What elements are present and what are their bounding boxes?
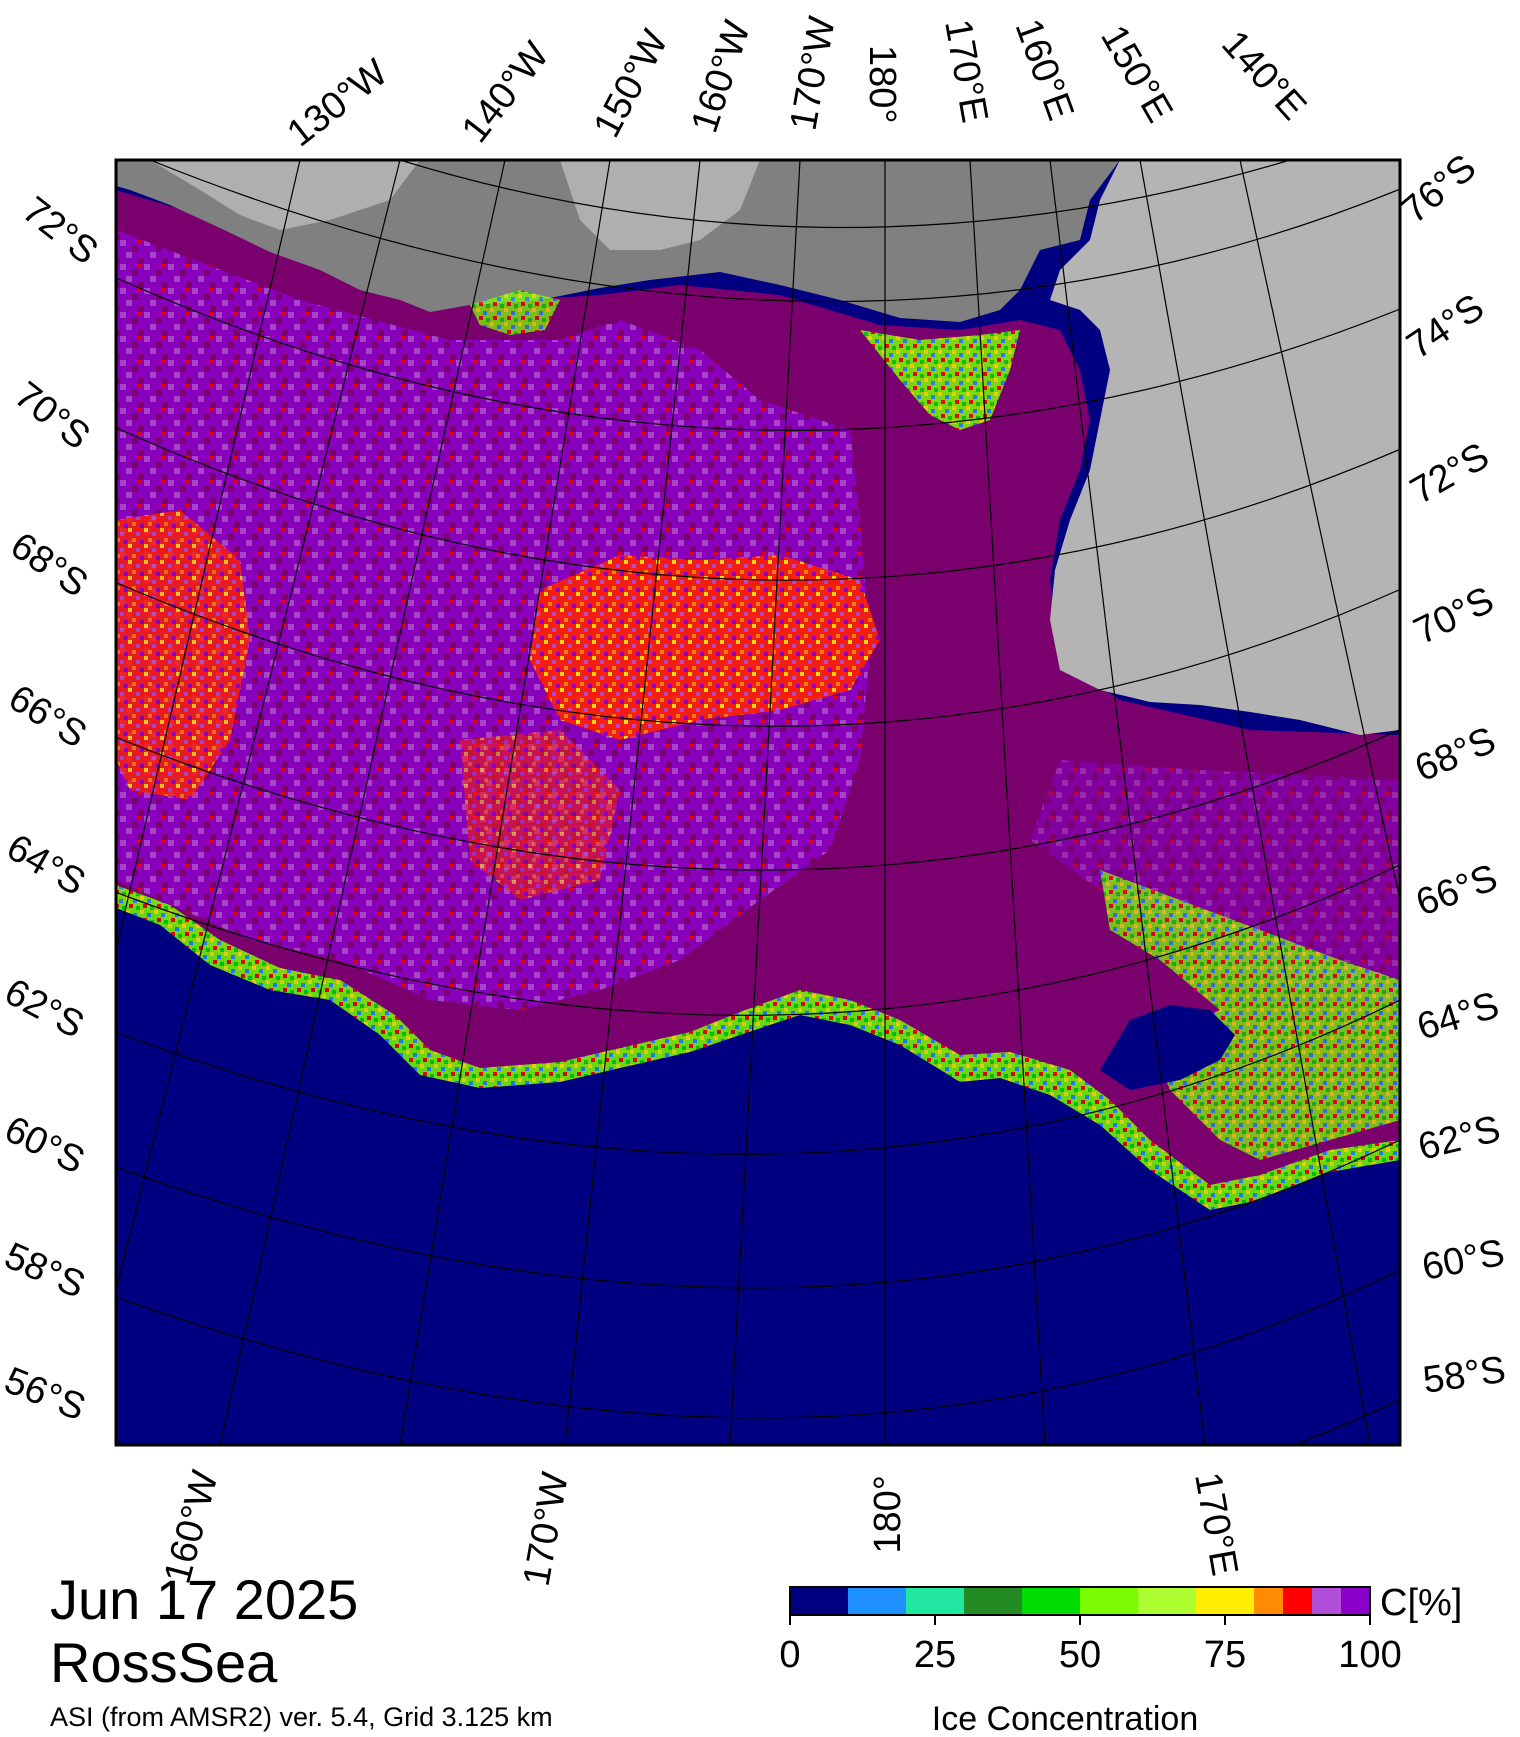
colorbar-bin	[790, 1587, 848, 1615]
victoria-land	[1050, 160, 1400, 735]
lon-label: 130°W	[280, 51, 396, 155]
top-longitude-labels: 130°W 140°W 150°W 160°W 170°W 180° 170°E…	[280, 13, 1314, 155]
lon-label: 140°E	[1213, 23, 1314, 128]
lat-label: 58°S	[0, 1235, 91, 1307]
latitude-line	[149, 160, 1400, 303]
lat-label: 64°S	[0, 826, 92, 904]
lat-label: 60°S	[1419, 1232, 1508, 1289]
ice-patch-southwest	[460, 730, 620, 900]
lat-label: 66°S	[1, 677, 93, 757]
sea-ice-map	[116, 160, 1400, 1445]
lat-label: 72°S	[14, 189, 105, 273]
meridian-line	[1139, 160, 1371, 1445]
lat-label: 68°S	[3, 525, 95, 606]
lat-label: 70°S	[6, 374, 97, 458]
lat-label: 58°S	[1420, 1349, 1508, 1402]
data-source: ASI (from AMSR2) ver. 5.4, Grid 3.125 km	[50, 1702, 553, 1732]
latitude-line	[116, 728, 1400, 871]
meridian-line	[969, 160, 1046, 1445]
latitude-line	[116, 581, 1400, 727]
shelf-light-patch-2	[560, 160, 760, 250]
colorbar-bin	[964, 1587, 1022, 1615]
colorbar-bin	[1312, 1587, 1341, 1615]
left-latitude-labels: 72°S 70°S 68°S 66°S 64°S 62°S 60°S 58°S …	[0, 189, 106, 1429]
graticule	[116, 160, 1400, 1445]
map-frame	[114, 158, 1402, 1447]
colorbar-bin	[848, 1587, 906, 1615]
ice-patch-west	[116, 510, 250, 800]
lon-label: 170°E	[936, 16, 995, 126]
latitude-line	[116, 864, 1400, 1017]
right-latitude-labels: 76°S 74°S 72°S 70°S 68°S 66°S 64°S 62°S …	[1394, 146, 1508, 1401]
lat-label: 62°S	[1414, 1108, 1505, 1169]
colorbar-bin	[1196, 1587, 1254, 1615]
lat-label: 62°S	[0, 971, 91, 1047]
lat-label: 60°S	[0, 1108, 91, 1182]
map-date: Jun 17 2025	[50, 1568, 359, 1631]
latitude-line	[116, 1139, 1400, 1289]
lon-label: 140°W	[454, 34, 558, 150]
coastal-ice-strip	[860, 330, 1020, 430]
shelf-light-patch	[150, 160, 420, 230]
meridian-line	[219, 160, 506, 1445]
colorbar-bin	[1254, 1587, 1283, 1615]
ice-texture-east	[1030, 760, 1400, 1000]
meridian-line	[116, 160, 301, 951]
meridian-line	[1239, 160, 1400, 901]
lat-label: 72°S	[1404, 435, 1497, 513]
meridian-line	[564, 160, 701, 1445]
colorbar-bin	[1138, 1587, 1196, 1615]
latitude-line	[116, 277, 1400, 432]
meridian-line	[729, 160, 801, 1445]
lon-label: 170°W	[783, 13, 844, 133]
marginal-ice-zone	[116, 885, 1400, 1210]
colorbar-bin	[1283, 1587, 1312, 1615]
colorbar-tick-label: 100	[1338, 1634, 1401, 1676]
colorbar-ticks: 0 25 50 75 100	[779, 1615, 1402, 1676]
lat-label: 74°S	[1400, 286, 1492, 367]
ice-patch-central	[530, 555, 880, 740]
colorbar-title: Ice Concentration	[932, 1700, 1199, 1737]
latitude-line	[399, 160, 1291, 229]
meridian-line	[116, 160, 401, 1291]
latitude-line	[116, 999, 1400, 1155]
colorbar: 0 25 50 75 100 C[%] Ice Concentration	[779, 1582, 1462, 1737]
colorbar-tick-label: 75	[1204, 1634, 1246, 1676]
colorbar-bin	[906, 1587, 964, 1615]
lon-label: 160°W	[684, 16, 759, 138]
colorbar-bin	[1022, 1587, 1080, 1615]
lon-label: 170°W	[516, 1469, 577, 1589]
ice-edge-east-bands	[1100, 870, 1400, 1160]
meridian-line	[399, 160, 611, 1445]
latitude-line	[116, 1269, 1400, 1419]
lon-label: 180°	[861, 45, 903, 124]
latitude-line	[116, 427, 1400, 581]
ice-texture-high	[116, 230, 870, 1010]
colorbar-tick-label: 50	[1059, 1634, 1101, 1676]
polynya	[1100, 1005, 1235, 1090]
lon-label: 150°W	[586, 23, 677, 144]
meridian-line	[1049, 160, 1206, 1445]
lon-label: 180°	[867, 1475, 909, 1554]
lat-label: 70°S	[1408, 579, 1501, 653]
lat-label: 64°S	[1412, 984, 1503, 1048]
region-name: RossSea	[50, 1631, 278, 1694]
lat-label: 68°S	[1409, 719, 1502, 790]
lon-label: 150°E	[1092, 19, 1180, 130]
lat-label: 66°S	[1411, 857, 1503, 925]
lat-label: 56°S	[0, 1359, 91, 1429]
colorbar-bins	[790, 1587, 1370, 1615]
colorbar-tick-label: 0	[779, 1634, 800, 1676]
colorbar-bin	[1080, 1587, 1138, 1615]
colorbar-unit: C[%]	[1380, 1582, 1462, 1624]
coastal-ice-strip-west	[470, 290, 560, 335]
lon-label: 160°E	[1007, 14, 1082, 126]
colorbar-tick-label: 25	[914, 1634, 956, 1676]
lon-label: 170°E	[1186, 1469, 1245, 1579]
lat-label: 76°S	[1394, 146, 1484, 231]
colorbar-bin	[1341, 1587, 1370, 1615]
